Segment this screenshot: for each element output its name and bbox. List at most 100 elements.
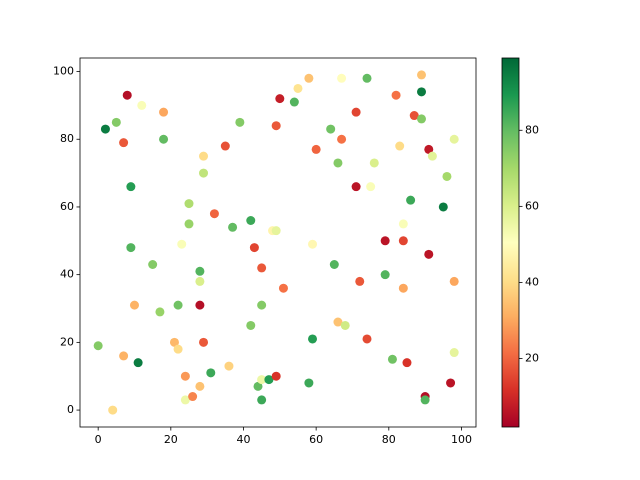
point: [199, 151, 209, 161]
point: [199, 337, 209, 347]
point: [206, 368, 216, 378]
point: [402, 358, 412, 368]
x-tick-label: 80: [382, 433, 396, 446]
point: [257, 300, 267, 310]
point: [264, 375, 274, 385]
point: [93, 341, 103, 351]
point: [169, 337, 179, 347]
point: [420, 395, 430, 405]
point: [246, 215, 256, 225]
point: [271, 371, 281, 381]
point: [362, 334, 372, 344]
point: [337, 134, 347, 144]
point: [159, 107, 169, 117]
point: [195, 266, 205, 276]
point: [129, 300, 139, 310]
point: [220, 141, 230, 151]
point: [119, 351, 129, 361]
point: [424, 144, 434, 154]
point: [395, 141, 405, 151]
point: [398, 283, 408, 293]
x-tick-label: 20: [164, 433, 178, 446]
point: [184, 199, 194, 209]
point: [369, 158, 379, 168]
point: [173, 300, 183, 310]
colorbar-tick-label: 60: [525, 199, 539, 212]
point: [438, 202, 448, 212]
point: [224, 361, 234, 371]
point: [184, 219, 194, 229]
point: [278, 283, 288, 293]
point: [133, 358, 143, 368]
point: [329, 260, 339, 270]
point: [275, 94, 285, 104]
point: [449, 348, 459, 358]
y-tick-label: 60: [60, 200, 74, 213]
y-tick-label: 20: [60, 335, 74, 348]
point: [195, 381, 205, 391]
point: [427, 151, 437, 161]
point: [417, 87, 427, 97]
point: [442, 171, 452, 181]
point: [449, 134, 459, 144]
y-tick-label: 40: [60, 268, 74, 281]
point: [304, 378, 314, 388]
y-tick-label: 0: [67, 403, 74, 416]
point: [188, 392, 198, 402]
point: [209, 209, 219, 219]
point: [380, 270, 390, 280]
point: [424, 249, 434, 259]
point: [180, 371, 190, 381]
point: [355, 276, 365, 286]
y-tick-label: 80: [60, 132, 74, 145]
point: [111, 117, 121, 127]
point: [340, 320, 350, 330]
point: [417, 114, 427, 124]
y-tick-label: 100: [53, 65, 74, 78]
point: [228, 222, 238, 232]
point: [311, 144, 321, 154]
point: [289, 97, 299, 107]
point: [271, 226, 281, 236]
point: [257, 395, 267, 405]
point: [362, 73, 372, 83]
point: [257, 375, 267, 385]
point: [126, 243, 136, 253]
point: [351, 182, 361, 192]
colorbar-tick-label: 80: [525, 123, 539, 136]
colorbar-tick-label: 40: [525, 275, 539, 288]
point: [235, 117, 245, 127]
colorbar: [502, 58, 519, 427]
point: [333, 317, 343, 327]
x-tick-label: 0: [95, 433, 102, 446]
point: [195, 276, 205, 286]
point: [108, 405, 118, 415]
point: [122, 90, 132, 100]
point: [148, 260, 158, 270]
point: [417, 70, 427, 80]
point: [126, 182, 136, 192]
plot-frame: [79, 57, 477, 428]
colorbar-tick-label: 20: [525, 352, 539, 365]
point: [253, 381, 263, 391]
point: [195, 300, 205, 310]
point: [119, 138, 129, 148]
point: [199, 168, 209, 178]
point: [155, 307, 165, 317]
point: [337, 73, 347, 83]
point: [304, 73, 314, 83]
point: [409, 111, 419, 121]
point: [308, 239, 318, 249]
point: [391, 90, 401, 100]
point: [173, 344, 183, 354]
x-tick-label: 100: [451, 433, 472, 446]
point: [449, 276, 459, 286]
point: [257, 263, 267, 273]
point: [249, 243, 259, 253]
point: [180, 395, 190, 405]
point: [293, 83, 303, 93]
point: [406, 195, 416, 205]
point: [159, 134, 169, 144]
